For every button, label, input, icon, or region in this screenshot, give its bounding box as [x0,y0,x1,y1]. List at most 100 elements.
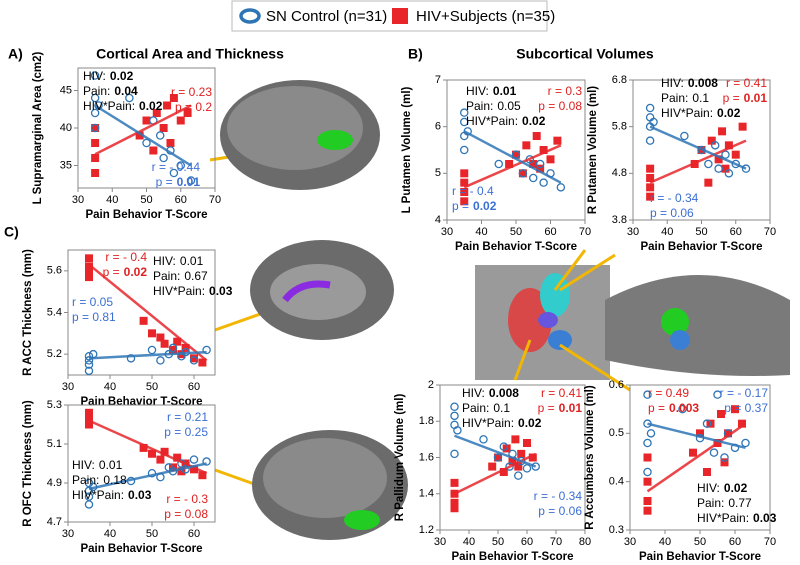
annotation: p = 0.25 [164,425,208,439]
point [643,477,652,486]
y-tick-label: 7 [435,74,441,86]
y-axis-label: R OFC Thickness (mm) [22,400,34,527]
point [717,410,725,418]
x-tick-label: 40 [475,226,487,238]
point [689,448,697,457]
point [553,136,562,145]
point [85,266,93,275]
y-tick-label: 4.8 [612,167,627,179]
point [85,262,93,271]
y-tick-label: 5.4 [47,306,62,318]
y-axis-label: R ACC Thickness (mm) [22,249,34,376]
annotation: r = - 0.44 [152,160,201,174]
point [532,132,541,140]
panel-title: Cortical Area and Thickness [96,46,284,62]
point [176,161,185,170]
y-axis-label: L Supramarginal Area (cm2) [32,51,44,204]
point [160,339,169,348]
point [459,145,469,155]
annotation-part: HIV*Pain: [153,284,205,298]
y-tick-label: 5.2 [47,348,62,360]
point [84,360,94,369]
point [189,356,199,365]
y-tick-label: 2 [428,379,434,391]
annotation: p = 0.06 [538,504,582,518]
point [646,164,655,173]
point [460,197,469,206]
x-axis-label: Pain Behavior T-Score [455,241,577,253]
panel-title: Subcortical Volumes [516,46,654,62]
y-axis-label: R Pallidum Volume (ml) [394,394,406,522]
point [710,141,720,150]
annotation-part: r = 0.3 [548,84,583,98]
point [450,449,459,459]
point [173,337,182,346]
point [643,390,652,399]
annotation-part: HIV*Pain: [661,106,713,120]
x-axis-label: Pain Behavior T-Score [640,241,762,253]
annotation: r = 0.21 [167,410,208,424]
point [450,402,459,411]
annotation-part: 0.03 [128,488,152,502]
point [169,168,179,178]
annotation-part: p = [156,175,173,189]
point [183,109,192,117]
point [85,254,93,263]
x-tick-label: 40 [104,528,116,540]
point [169,94,178,102]
point [125,93,134,103]
y-tick-label: 1.6 [419,451,434,463]
annotation-part: HIV*Pain: [466,114,518,128]
point [202,345,211,355]
annotation-part: p = 0.2 [175,100,212,114]
annotation-part: 0.01 [559,401,583,415]
x-tick-label: 30 [441,226,453,238]
point [646,174,655,182]
point [142,138,151,148]
point [85,273,93,282]
point [713,390,722,399]
point [479,435,488,444]
annotation-part: r = 0.23 [171,85,212,99]
x-tick-label: 60 [730,226,742,238]
brain-images [209,80,790,540]
annotation: p = 0.01 [156,175,201,189]
x-tick-label: 30 [62,528,74,540]
annotation: p = 0.01 [538,401,583,415]
point [741,164,751,173]
point [90,123,100,133]
annotation-part: p = 0.06 [650,206,694,220]
point [535,159,545,169]
annotation: Pain: 0.77 [697,496,752,510]
point [198,358,207,367]
annotation: p = 0.01 [723,91,768,105]
annotation-part: p = [723,91,740,105]
point [85,408,93,417]
point [518,169,528,178]
annotation-part: r = 0.41 [726,76,767,90]
point [450,411,459,421]
annotation-part: p = [538,401,555,415]
point [514,471,523,480]
x-tick-label: 50 [694,536,706,548]
x-tick-label: 50 [146,528,158,540]
annotation: r = 0.23 [171,85,212,99]
annotation-part: 0.003 [669,401,699,415]
annotation-part: HIV*Pain: [697,511,749,525]
y-tick-label: 6 [435,121,441,133]
annotation-part: r = - 0.44 [152,160,201,174]
point [643,453,652,462]
annotation: Pain: 0.1 [462,401,510,415]
annotation-part: p = 0.37 [724,401,768,415]
annotation: HIV: 0.01 [153,254,204,268]
point [696,429,704,438]
annotation: r = 0.3 [548,84,583,98]
annotation-part: 0.02 [518,416,542,430]
annotation-part: HIV: [83,69,106,83]
point [460,188,469,196]
y-tick-label: 4.7 [47,516,62,528]
point [494,453,502,462]
x-axis-label: Pain Behavior T-Score [80,543,202,555]
x-tick-label: 50 [695,226,707,238]
annotation-part: 0.02 [724,481,748,495]
